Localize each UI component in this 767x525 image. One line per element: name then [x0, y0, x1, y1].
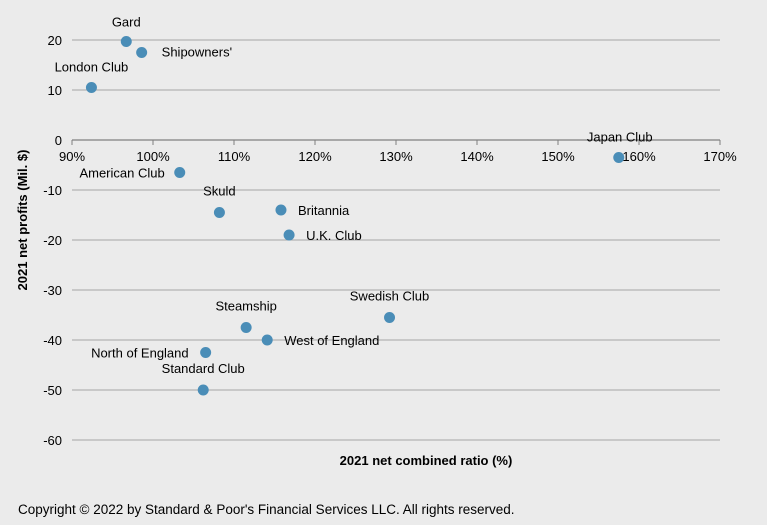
y-tick-label: 10	[48, 83, 62, 98]
data-point	[174, 167, 186, 178]
data-point	[197, 384, 209, 396]
y-tick-label: -30	[43, 283, 62, 298]
x-tick-label: 140%	[460, 149, 494, 164]
x-tick-label: 90%	[59, 149, 85, 164]
data-points	[85, 36, 625, 396]
y-tick-labels: 20 10 0 -10 -20 -30 -40 -50 -60	[43, 33, 62, 448]
x-tick-label: 130%	[379, 149, 413, 164]
y-tick-label: 20	[48, 33, 62, 48]
y-tick-label: 0	[55, 133, 62, 148]
x-tick-label: 150%	[541, 149, 575, 164]
point-labels: Gard Shipowners' London Club Japan Club Amer…	[55, 15, 653, 377]
data-point	[384, 312, 396, 323]
point-label: Shipowners'	[162, 45, 232, 60]
point-label: West of England	[284, 333, 379, 348]
y-tick-label: -40	[43, 333, 62, 348]
x-tick-label: 170%	[703, 149, 737, 164]
x-tick-label: 110%	[218, 149, 251, 164]
y-axis-title: 2021 net profits (Mil. $)	[15, 150, 30, 291]
data-point	[120, 36, 132, 47]
point-label: Swedish Club	[350, 289, 430, 304]
y-tick-label: -10	[43, 183, 62, 198]
scatter-chart: 90% 100% 110% 120% 130% 140% 150% 160% 170% 20 10…	[15, 15, 737, 469]
point-label: Skuld	[203, 184, 236, 199]
data-point	[275, 204, 287, 216]
point-label: North of England	[91, 346, 189, 361]
data-point	[613, 152, 625, 163]
data-point	[136, 47, 148, 58]
x-axis-title: 2021 net combined ratio (%)	[340, 453, 513, 468]
y-tick-label: -20	[43, 233, 62, 248]
data-point	[200, 347, 212, 358]
data-point	[240, 322, 252, 333]
copyright-notice: Copyright © 2022 by Standard & Poor's Fi…	[18, 502, 515, 517]
point-label: Gard	[112, 15, 141, 30]
x-tick-label: 100%	[136, 149, 170, 164]
point-label: U.K. Club	[306, 228, 362, 243]
y-tick-label: -60	[43, 433, 62, 448]
data-point	[261, 334, 273, 346]
point-label: American Club	[79, 166, 164, 181]
data-point	[85, 82, 97, 93]
point-label: Steamship	[215, 299, 276, 314]
x-tick-label: 160%	[622, 149, 656, 164]
point-label: Japan Club	[587, 130, 653, 145]
data-point	[283, 229, 295, 241]
point-label: Standard Club	[162, 361, 245, 376]
point-label: London Club	[55, 60, 129, 75]
y-tick-label: -50	[43, 383, 62, 398]
x-tick-labels: 90% 100% 110% 120% 130% 140% 150% 160% 170%	[59, 140, 737, 164]
data-point	[213, 207, 225, 218]
point-label: Britannia	[298, 203, 350, 218]
gridlines	[72, 39, 720, 441]
x-tick-label: 120%	[298, 149, 332, 164]
